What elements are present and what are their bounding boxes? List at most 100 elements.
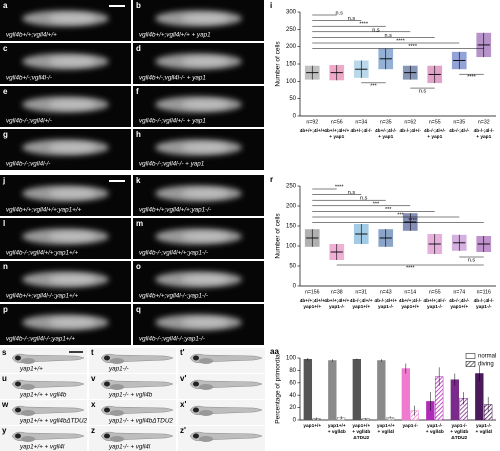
- panel-letter: r: [270, 175, 273, 184]
- x-tick-label-line: yap1-/-: [427, 304, 443, 310]
- primordium-core: [181, 275, 229, 284]
- panel-label: vgll4b+/+;vgll4l+/+;yap1-/-: [139, 207, 211, 214]
- eye: [104, 433, 110, 439]
- x-tick-label: 4b+/+;4l+/+: [300, 128, 325, 134]
- x-tick-label-line: + vgll4l: [476, 429, 492, 435]
- x-tick-label-line: yap1+/+: [328, 423, 346, 429]
- primordium-core: [48, 189, 96, 198]
- n-label: n=62: [404, 119, 416, 125]
- image-panel: o vgll4b+/+;vgll4l-/-;yap1-/-: [133, 261, 264, 302]
- bar: [303, 358, 313, 421]
- significance-label: n.s: [372, 27, 380, 33]
- panel-label: vgll4b+/+;vgll4l+/+;yap1+/+: [6, 207, 82, 214]
- x-tick-label-line: 4b+/-;4l-/-: [351, 128, 373, 134]
- y-tick-label: 0: [293, 284, 297, 290]
- panel-label: vgll4b+/+;vgll4l+/+: [6, 32, 57, 39]
- image-panel: e vgll4b-/-;vgll4l+/-: [0, 86, 131, 127]
- y-tick-label: 0: [293, 418, 297, 424]
- x-tick-label-line: yap1+/+: [401, 304, 419, 310]
- image-panel: m vgll4b-/-;vgll4l+/+;yap1-/-: [133, 218, 264, 259]
- x-tick-label: 4b+/+;4l-/-yap1+/+: [399, 298, 422, 310]
- eye: [15, 433, 21, 439]
- primordium-core: [181, 100, 229, 109]
- bar: [328, 360, 337, 421]
- legend-swatch: [465, 353, 476, 359]
- panel-letter: v: [91, 374, 96, 383]
- significance-label: n.s: [348, 16, 356, 22]
- significance-label: n.s: [336, 10, 344, 16]
- x-tick-label-line: 4b-/-;4l+/-: [424, 128, 446, 134]
- y-axis-label: Number of cells: [275, 41, 282, 87]
- x-tick-label: yap1+/+ + vgll4b ΔTDU2: [352, 423, 370, 441]
- panel-label: yap1+/+: [19, 366, 43, 373]
- n-label: n=55: [429, 119, 441, 125]
- image-panel: p vgll4b-/-;vgll4l-/-;yap1+/+: [0, 304, 131, 345]
- panel-label: vgll4b+/+;vgll4l-/-;yap1-/-: [139, 293, 208, 300]
- image-panel: x': [178, 400, 265, 425]
- significance-label: ***: [370, 83, 377, 89]
- image-panel: v': [178, 374, 265, 399]
- image-panel: b vgll4b+/+;vgll4l+/+ + yap1: [133, 0, 264, 41]
- significance-label: n.s: [419, 89, 427, 95]
- x-tick-label-line: yap1+/+: [377, 423, 395, 429]
- y-tick-label: 250: [286, 27, 297, 33]
- yolk: [110, 436, 124, 442]
- image-panel: s yap1+/+: [0, 348, 87, 373]
- y-tick-label: 150: [286, 62, 297, 68]
- significance-label: ****: [335, 184, 344, 190]
- x-tick-label-line: 4b+/+;4l+/+: [324, 128, 349, 134]
- image-panel: k vgll4b+/+;vgll4l+/+;yap1-/-: [133, 175, 264, 216]
- panel-letter: s: [2, 348, 7, 357]
- x-tick-label-line: 4b+/-;4l-/-: [375, 128, 397, 134]
- panel-letter: m: [136, 219, 143, 228]
- image-panel: j vgll4b+/+;vgll4l+/+;yap1+/+: [0, 175, 131, 216]
- image-panel: n vgll4b+/+;vgll4l-/-;yap1+/+: [0, 261, 131, 302]
- significance-label: n.s: [385, 33, 393, 39]
- legend-label: normal: [478, 354, 496, 360]
- x-tick-label: 4b-/-;4l-/-yap1+/+: [449, 298, 470, 310]
- panel-letter: n: [3, 262, 8, 271]
- panel-label: vgll4b-/-;vgll4l+/-: [6, 118, 52, 125]
- panel-letter: v': [180, 374, 186, 383]
- yolk: [21, 384, 35, 390]
- x-tick-label-line: yap1-/-: [427, 423, 443, 429]
- significance-label: ****: [396, 38, 405, 44]
- panel-letter: a: [3, 1, 8, 10]
- x-tick-label-line: + vgll4b: [352, 429, 370, 435]
- x-tick-label: 4b-/-;4l+/+ yap1-/-: [374, 298, 397, 310]
- panel-label: yap1+/+ + vgll4l: [19, 444, 65, 451]
- panel-label: yap1+/+ + vgll4b: [19, 392, 67, 399]
- yolk: [199, 410, 213, 416]
- y-tick-label: 100: [286, 356, 297, 362]
- x-tick-label-line: + vgll4b: [426, 429, 444, 435]
- panel-letter: aa: [270, 347, 279, 356]
- significance-label: ****: [408, 44, 417, 50]
- n-label: n=14: [404, 289, 416, 295]
- x-tick-label: 4b+/-;4l-/-: [351, 128, 373, 134]
- x-tick-label-line: ΔTDU2: [353, 435, 369, 441]
- primordium-core: [181, 189, 229, 198]
- primordium-core: [48, 318, 96, 327]
- image-panel: z yap1-/- + vgll4l: [89, 426, 176, 451]
- yolk: [21, 358, 35, 364]
- panel-letter: c: [3, 44, 8, 53]
- n-label: n=156: [305, 289, 320, 295]
- eye: [193, 381, 199, 387]
- primordium-core: [181, 14, 229, 23]
- image-panel: f vgll4b-/-;vgll4l+/- + yap1: [133, 86, 264, 127]
- yolk: [199, 436, 213, 442]
- panel-label: vgll4b+/+;vgll4l-/-;yap1+/+: [6, 293, 78, 300]
- panel-letter: h: [136, 130, 141, 139]
- yolk: [110, 358, 124, 364]
- x-tick-label-line: 4b+/+;4l-/-: [423, 298, 446, 304]
- panel-letter: d: [136, 44, 141, 53]
- n-label: n=92: [306, 119, 318, 125]
- panel-letter: e: [3, 87, 8, 96]
- panel-label: yap1-/- + vgll4b: [108, 392, 153, 399]
- panel-label: vgll4b+/-;vgll4l-/-: [6, 75, 52, 82]
- y-tick-label: 60: [289, 380, 296, 386]
- x-tick-label-line: yap1-/-: [378, 304, 394, 310]
- image-panel: z': [178, 426, 265, 451]
- x-tick-label-line: + yap1: [427, 134, 442, 140]
